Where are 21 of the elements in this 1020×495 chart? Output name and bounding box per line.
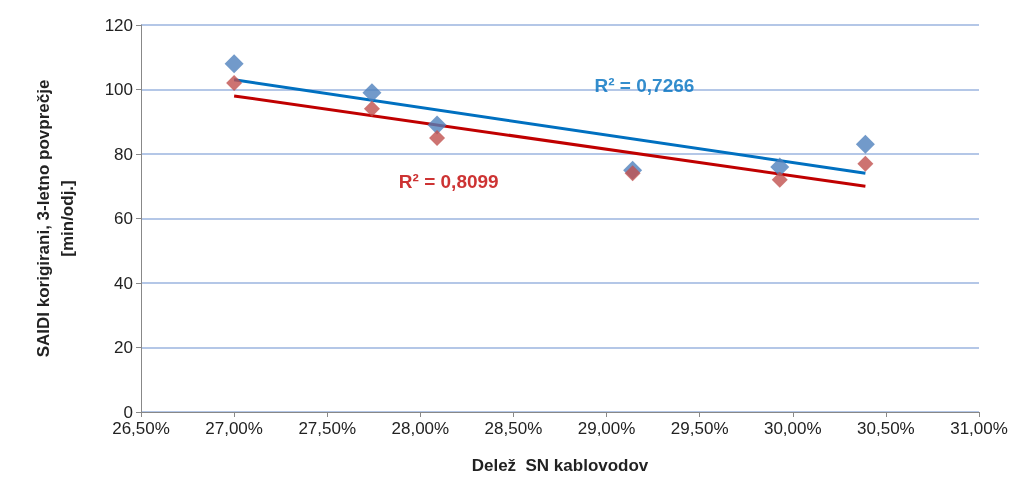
x-tick-label: 28,50% [484,419,543,438]
y-tick-label: 40 [114,273,133,293]
x-tick-label: 31,00% [950,419,1008,438]
x-tick-label: 29,50% [670,419,729,438]
y-tick-label: 80 [114,144,133,164]
y-tick-label: 120 [104,15,133,35]
x-axis-title: Delež SN kablovodov [471,456,649,475]
x-tick-label: 30,50% [857,419,915,438]
y-tick-label: 100 [104,80,133,99]
annotation: R² = 0,7266 [594,75,695,97]
x-tick-label: 26,50% [112,419,170,438]
x-tick-label: 30,00% [763,419,822,438]
x-tick-label: 29,00% [577,419,636,438]
x-tick-label: 27,50% [298,419,357,438]
y-tick-label: 0 [123,402,133,422]
annotation: R² = 0,8099 [398,171,499,193]
y-tick-label: 60 [114,209,133,228]
y-tick-label: 20 [114,338,133,357]
y-axis-title: SAIDI korigirani, 3-letno povprečje [min/odj.] [33,79,77,358]
x-tick-label: 28,00% [391,419,450,438]
x-tick-label: 27,00% [205,419,263,438]
